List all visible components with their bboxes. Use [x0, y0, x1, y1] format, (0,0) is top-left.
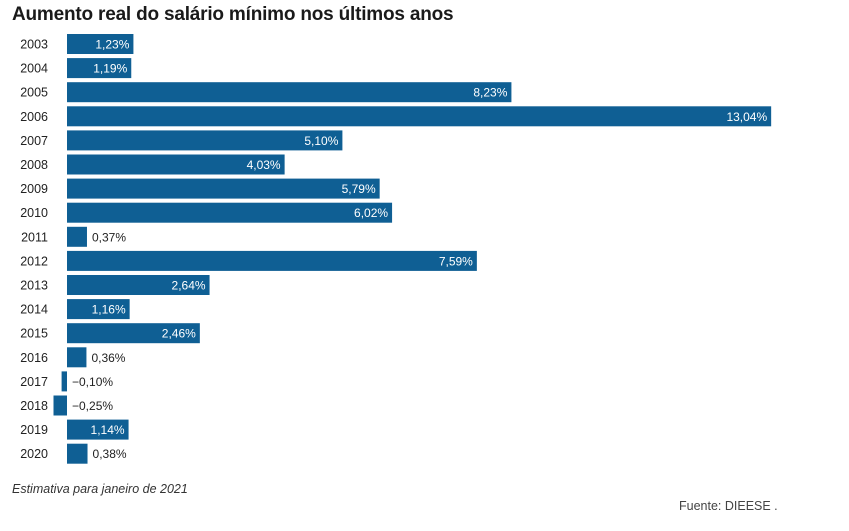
bar-2004: [67, 58, 132, 79]
data-label-2008: 4,03%: [247, 158, 281, 172]
data-label-2004: 1,19%: [93, 62, 127, 76]
bar-2003: [67, 34, 134, 54]
tick-label-2009: 2009: [20, 182, 48, 196]
bar-2011: [67, 226, 87, 247]
data-label-2010: 6,02%: [354, 206, 388, 220]
data-label-2017: −0,10%: [72, 375, 113, 389]
data-label-2013: 2,64%: [172, 279, 206, 293]
tick-label-2016: 2016: [20, 351, 48, 365]
source-note: Fuente: DIEESE .: [679, 499, 778, 513]
tick-label-2006: 2006: [20, 110, 48, 124]
bar-2009: [67, 178, 380, 199]
data-label-2007: 5,10%: [304, 134, 338, 148]
bar-2007: [67, 130, 343, 151]
data-label-2019: 1,14%: [91, 423, 125, 437]
data-label-2018: −0,25%: [72, 399, 113, 413]
tick-label-2004: 2004: [20, 62, 48, 76]
tick-label-2019: 2019: [20, 423, 48, 437]
tick-label-2014: 2014: [20, 303, 48, 317]
bar-2005: [67, 82, 512, 103]
tick-label-2015: 2015: [20, 327, 48, 341]
bar-2013: [67, 275, 210, 295]
bar-2006: [67, 106, 772, 127]
bar-2014: [67, 299, 130, 320]
bar-2020: [67, 443, 88, 464]
tick-label-2005: 2005: [20, 86, 48, 100]
bar-2012: [67, 250, 477, 271]
data-label-2006: 13,04%: [726, 110, 767, 124]
tick-label-2018: 2018: [20, 399, 48, 413]
data-label-2005: 8,23%: [473, 86, 507, 100]
data-label-2014: 1,16%: [92, 303, 126, 317]
data-label-2016: 0,36%: [91, 351, 125, 365]
tick-label-2010: 2010: [20, 206, 48, 220]
tick-label-2007: 2007: [20, 134, 48, 148]
data-label-2003: 1,23%: [95, 38, 129, 52]
chart-title: Aumento real do salário mínimo nos últim…: [12, 4, 454, 25]
bar-2008: [67, 154, 285, 175]
bar-2016: [67, 347, 87, 368]
tick-label-2011: 2011: [21, 230, 48, 244]
tick-label-2020: 2020: [20, 447, 48, 461]
bar-2019: [67, 419, 129, 440]
bar-2015: [67, 323, 200, 344]
tick-label-2012: 2012: [20, 254, 48, 268]
data-label-2020: 0,38%: [93, 447, 127, 461]
footnote: Estimativa para janeiro de 2021: [12, 482, 188, 496]
tick-label-2003: 2003: [20, 38, 48, 52]
tick-label-2013: 2013: [20, 279, 48, 293]
data-label-2009: 5,79%: [342, 182, 376, 196]
data-label-2015: 2,46%: [162, 327, 196, 341]
bar-2010: [67, 202, 393, 223]
bar-2018: [53, 395, 67, 416]
bar-2017: [61, 371, 67, 392]
data-label-2011: 0,37%: [92, 230, 126, 244]
tick-label-2017: 2017: [20, 375, 48, 389]
tick-label-2008: 2008: [20, 158, 48, 172]
data-label-2012: 7,59%: [439, 254, 473, 268]
